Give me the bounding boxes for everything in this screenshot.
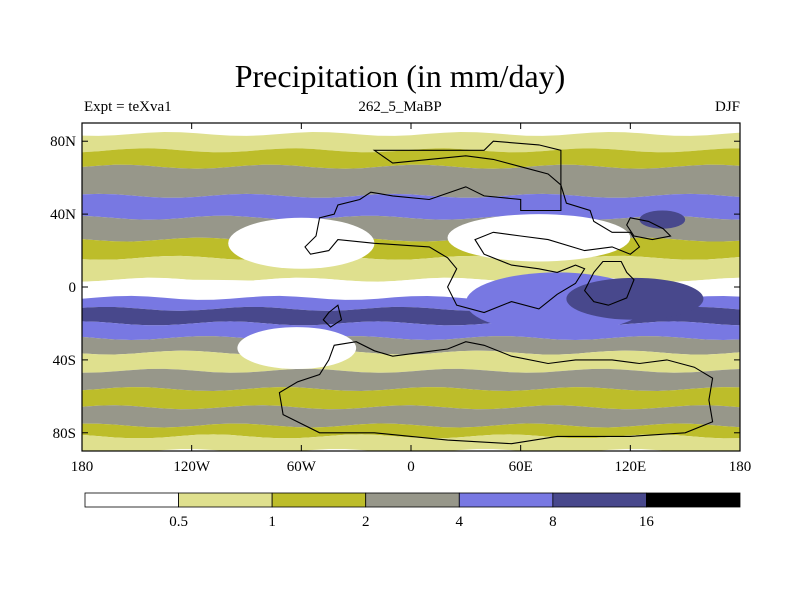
continent-outline — [322, 304, 343, 328]
colorbar: 0.5 1 2 4 8 16 — [84, 492, 741, 530]
colorbar-swatch — [84, 492, 179, 508]
colorbar-label: 2 — [362, 514, 370, 530]
colorbar-label: 4 — [456, 514, 464, 530]
precip-band — [82, 387, 740, 410]
continent-outline — [278, 341, 714, 445]
colorbar-swatch — [552, 492, 647, 508]
axis-ticks: 180 120W 60W 0 60E 120E 180 80N 40N 0 40S 80S — [50, 123, 751, 475]
y-tick-label: 80S — [53, 426, 76, 442]
x-tick-label: 60W — [287, 459, 317, 475]
precip-band — [82, 123, 740, 136]
continent-outlines — [278, 140, 714, 445]
precip-region-east-midlatitude-core — [639, 210, 686, 229]
continent-outline — [304, 140, 641, 314]
y-tick-label: 40S — [53, 353, 76, 369]
colorbar-label: 1 — [268, 514, 276, 530]
x-tick-label: 120E — [614, 459, 646, 475]
y-tick-label: 0 — [69, 280, 77, 296]
precip-region-northern-subtropical-dry-zone — [447, 214, 631, 262]
precip-region-northern-dry-zone — [228, 217, 375, 269]
precip-region-tropical-dry-strip — [82, 279, 302, 291]
continent-outline — [583, 260, 635, 306]
colorbar-label: 16 — [639, 514, 655, 530]
colorbar-label: 0.5 — [169, 514, 188, 530]
experiment-label: Expt = teXva1 — [84, 99, 172, 115]
precip-band — [82, 368, 740, 391]
precip-band — [82, 164, 740, 198]
precip-band — [82, 193, 740, 220]
time-slice-label: 262_5_MaBP — [358, 99, 442, 115]
x-tick-label: 120W — [173, 459, 211, 475]
colorbar-swatch — [271, 492, 367, 508]
colorbar-swatch — [178, 492, 273, 508]
precip-band — [82, 405, 740, 428]
precipitation-field — [82, 123, 740, 451]
colorbar-swatch — [365, 492, 460, 508]
x-tick-label: 180 — [729, 459, 752, 475]
continent-outline — [626, 217, 672, 241]
precip-band — [82, 423, 740, 439]
colorbar-swatch — [646, 492, 741, 508]
x-tick-label: 0 — [407, 459, 415, 475]
y-tick-label: 40N — [50, 207, 76, 223]
precip-band — [82, 132, 740, 153]
precip-region-eastern-tropical-core — [566, 277, 704, 320]
colorbar-swatch — [458, 492, 554, 508]
y-tick-label: 80N — [50, 134, 76, 150]
precip-region-southern-dry-zone — [237, 327, 357, 369]
precip-band — [82, 434, 740, 451]
x-tick-label: 60E — [509, 459, 533, 475]
colorbar-label: 8 — [549, 514, 557, 530]
plot-title: Precipitation (in mm/day) — [234, 58, 566, 94]
season-label: DJF — [714, 99, 740, 115]
x-tick-label: 180 — [71, 459, 94, 475]
precip-band — [82, 148, 740, 169]
precip-band — [82, 255, 740, 282]
